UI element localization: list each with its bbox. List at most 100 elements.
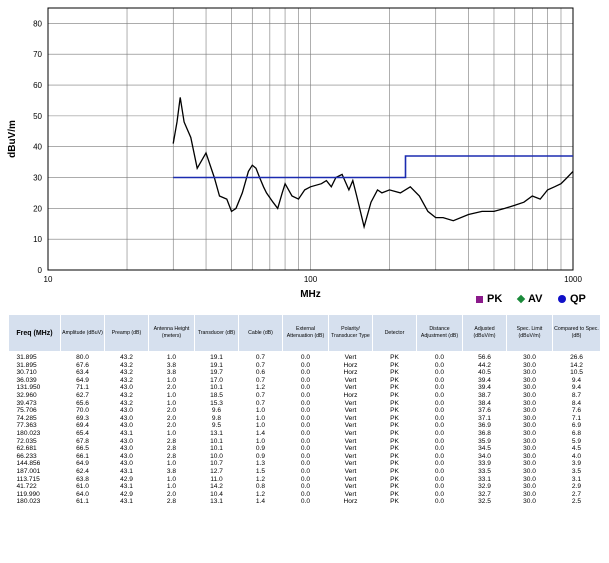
table-cell: 0.0 [434,452,445,460]
table-cell: 43.1 [120,483,133,491]
table-cell: Vert [344,445,357,453]
table-row: 77.363 69.4 43.0 2.0 9.5 1.0 0.0 Vert PK 0.0 36.9 3… [9,422,601,430]
table-row: 180.023 65.4 43.1 1.0 13.1 1.4 0.0 Vert PK 0.0 36.… [9,430,601,438]
table-cell: 30.0 [523,445,536,453]
y-tick-label: 70 [33,50,42,59]
table-cell: 8.7 [571,391,582,399]
table-row: 180.023 61.1 43.1 2.8 13.1 1.4 0.0 Horz PK 0.0 32.… [9,498,601,506]
table-cell: 10.5 [570,369,583,377]
table-cell: PK [390,429,399,437]
table-cell: PK [390,475,399,483]
table-row: 66.233 66.1 43.0 2.8 10.0 0.9 0.0 Vert PK 0.0 34.0… [9,453,601,461]
table-cell: 62.7 [76,391,89,399]
table-cell: 67.6 [76,361,89,369]
table-cell: 64.9 [76,460,89,468]
table-cell: 61.1 [76,498,89,506]
table-cell: 13.1 [210,498,223,506]
table-cell: 8.4 [571,399,582,407]
chart-series [172,97,574,230]
column-header: Distance Adjustment (dB) [416,314,463,352]
table-cell: 19.1 [210,361,223,369]
table-cell: 30.0 [523,452,536,460]
y-tick-label: 50 [33,112,42,121]
table-cell: 39.4 [478,384,491,392]
table-cell: 37.6 [478,407,491,415]
table-row: 144.856 64.9 43.0 1.0 10.7 1.3 0.0 Vert PK 0.0 33.… [9,460,601,468]
column-header: Transducer (dB) [194,314,239,352]
table-cell: 77.363 [16,422,37,430]
table-cell: 0.0 [434,391,445,399]
table-cell: 30.0 [523,437,536,445]
y-tick-label: 10 [33,235,42,244]
table-cell: 0.9 [255,452,266,460]
table-cell: 0.0 [300,483,311,491]
table-cell: PK [390,354,399,361]
table-cell: 1.4 [255,498,266,506]
table-cell: 0.0 [300,399,311,407]
table-cell: 65.6 [76,399,89,407]
table-cell: 0.0 [300,498,311,506]
table-cell: Vert [344,384,357,392]
table-cell: 30.0 [523,414,536,422]
table-row: 31.895 67.6 43.2 3.8 19.1 0.7 0.0 Horz PK 0.0 44.2… [9,362,601,370]
table-cell: 0.0 [300,414,311,422]
table-cell: Vert [344,414,357,422]
table-cell: 70.0 [76,407,89,415]
table-row: 113.715 63.8 42.9 1.0 11.0 1.2 0.0 Vert PK 0.0 33.… [9,476,601,484]
table-cell: 30.0 [523,354,536,361]
table-cell: 3.8 [166,361,177,369]
table-cell: 72.035 [16,437,37,445]
table-cell: 17.0 [210,376,223,384]
table-cell: 10.4 [210,490,223,498]
table-row: 36.039 64.9 43.2 1.0 17.0 0.7 0.0 Vert PK 0.0 39.4… [9,377,601,385]
table-cell: 30.0 [523,407,536,415]
y-axis-label: dBuV/m [7,120,18,158]
table-cell: 42.9 [120,490,133,498]
table-cell: 43.0 [120,460,133,468]
table-cell: Horz [343,369,358,377]
table-cell: 0.0 [300,467,311,475]
table-cell: Vert [344,376,357,384]
table-cell: 0.0 [300,376,311,384]
table-cell: 2.0 [166,490,177,498]
table-cell: 0.0 [434,483,445,491]
table-row: 32.960 62.7 43.2 1.0 18.5 0.7 0.0 Horz PK 0.0 38.7… [9,392,601,400]
table-cell: 1.0 [166,483,177,491]
table-cell: 0.0 [434,498,445,506]
table-cell: 13.1 [210,429,223,437]
table-cell: 2.8 [166,437,177,445]
table-cell: 31.895 [16,361,37,369]
table-cell: 0.0 [434,361,445,369]
table-cell: 43.0 [120,452,133,460]
y-tick-label: 30 [33,174,42,183]
table-cell: 0.0 [434,354,445,361]
table-cell: 1.2 [255,475,266,483]
table-cell: 43.2 [120,361,133,369]
table-cell: 0.7 [255,376,266,384]
table-cell: 0.0 [434,445,445,453]
table-row: 41.722 61.0 43.1 1.0 14.2 0.8 0.0 Vert PK 0.0 32.9… [9,483,601,491]
table-cell: 36.8 [478,429,491,437]
table-cell: 3.9 [571,460,582,468]
table-cell: 30.0 [523,429,536,437]
table-cell: 9.8 [211,414,222,422]
table-cell: 74.285 [16,414,37,422]
table-cell: 0.9 [255,445,266,453]
table-cell: Vert [344,422,357,430]
table-cell: 69.3 [76,414,89,422]
table-cell: Horz [343,391,358,399]
table-cell: 0.0 [434,422,445,430]
table-cell: PK [390,460,399,468]
table-cell: 40.5 [478,369,491,377]
table-cell: 30.710 [16,369,37,377]
table-cell: 32.7 [478,490,491,498]
table-cell: 43.2 [120,354,133,361]
table-cell: PK [390,369,399,377]
table-cell: 33.1 [478,475,491,483]
table-cell: 11.0 [210,475,223,483]
column-header: Antenna Height (meters) [148,314,195,352]
table-cell: 1.3 [255,460,266,468]
table-cell: Vert [344,483,357,491]
